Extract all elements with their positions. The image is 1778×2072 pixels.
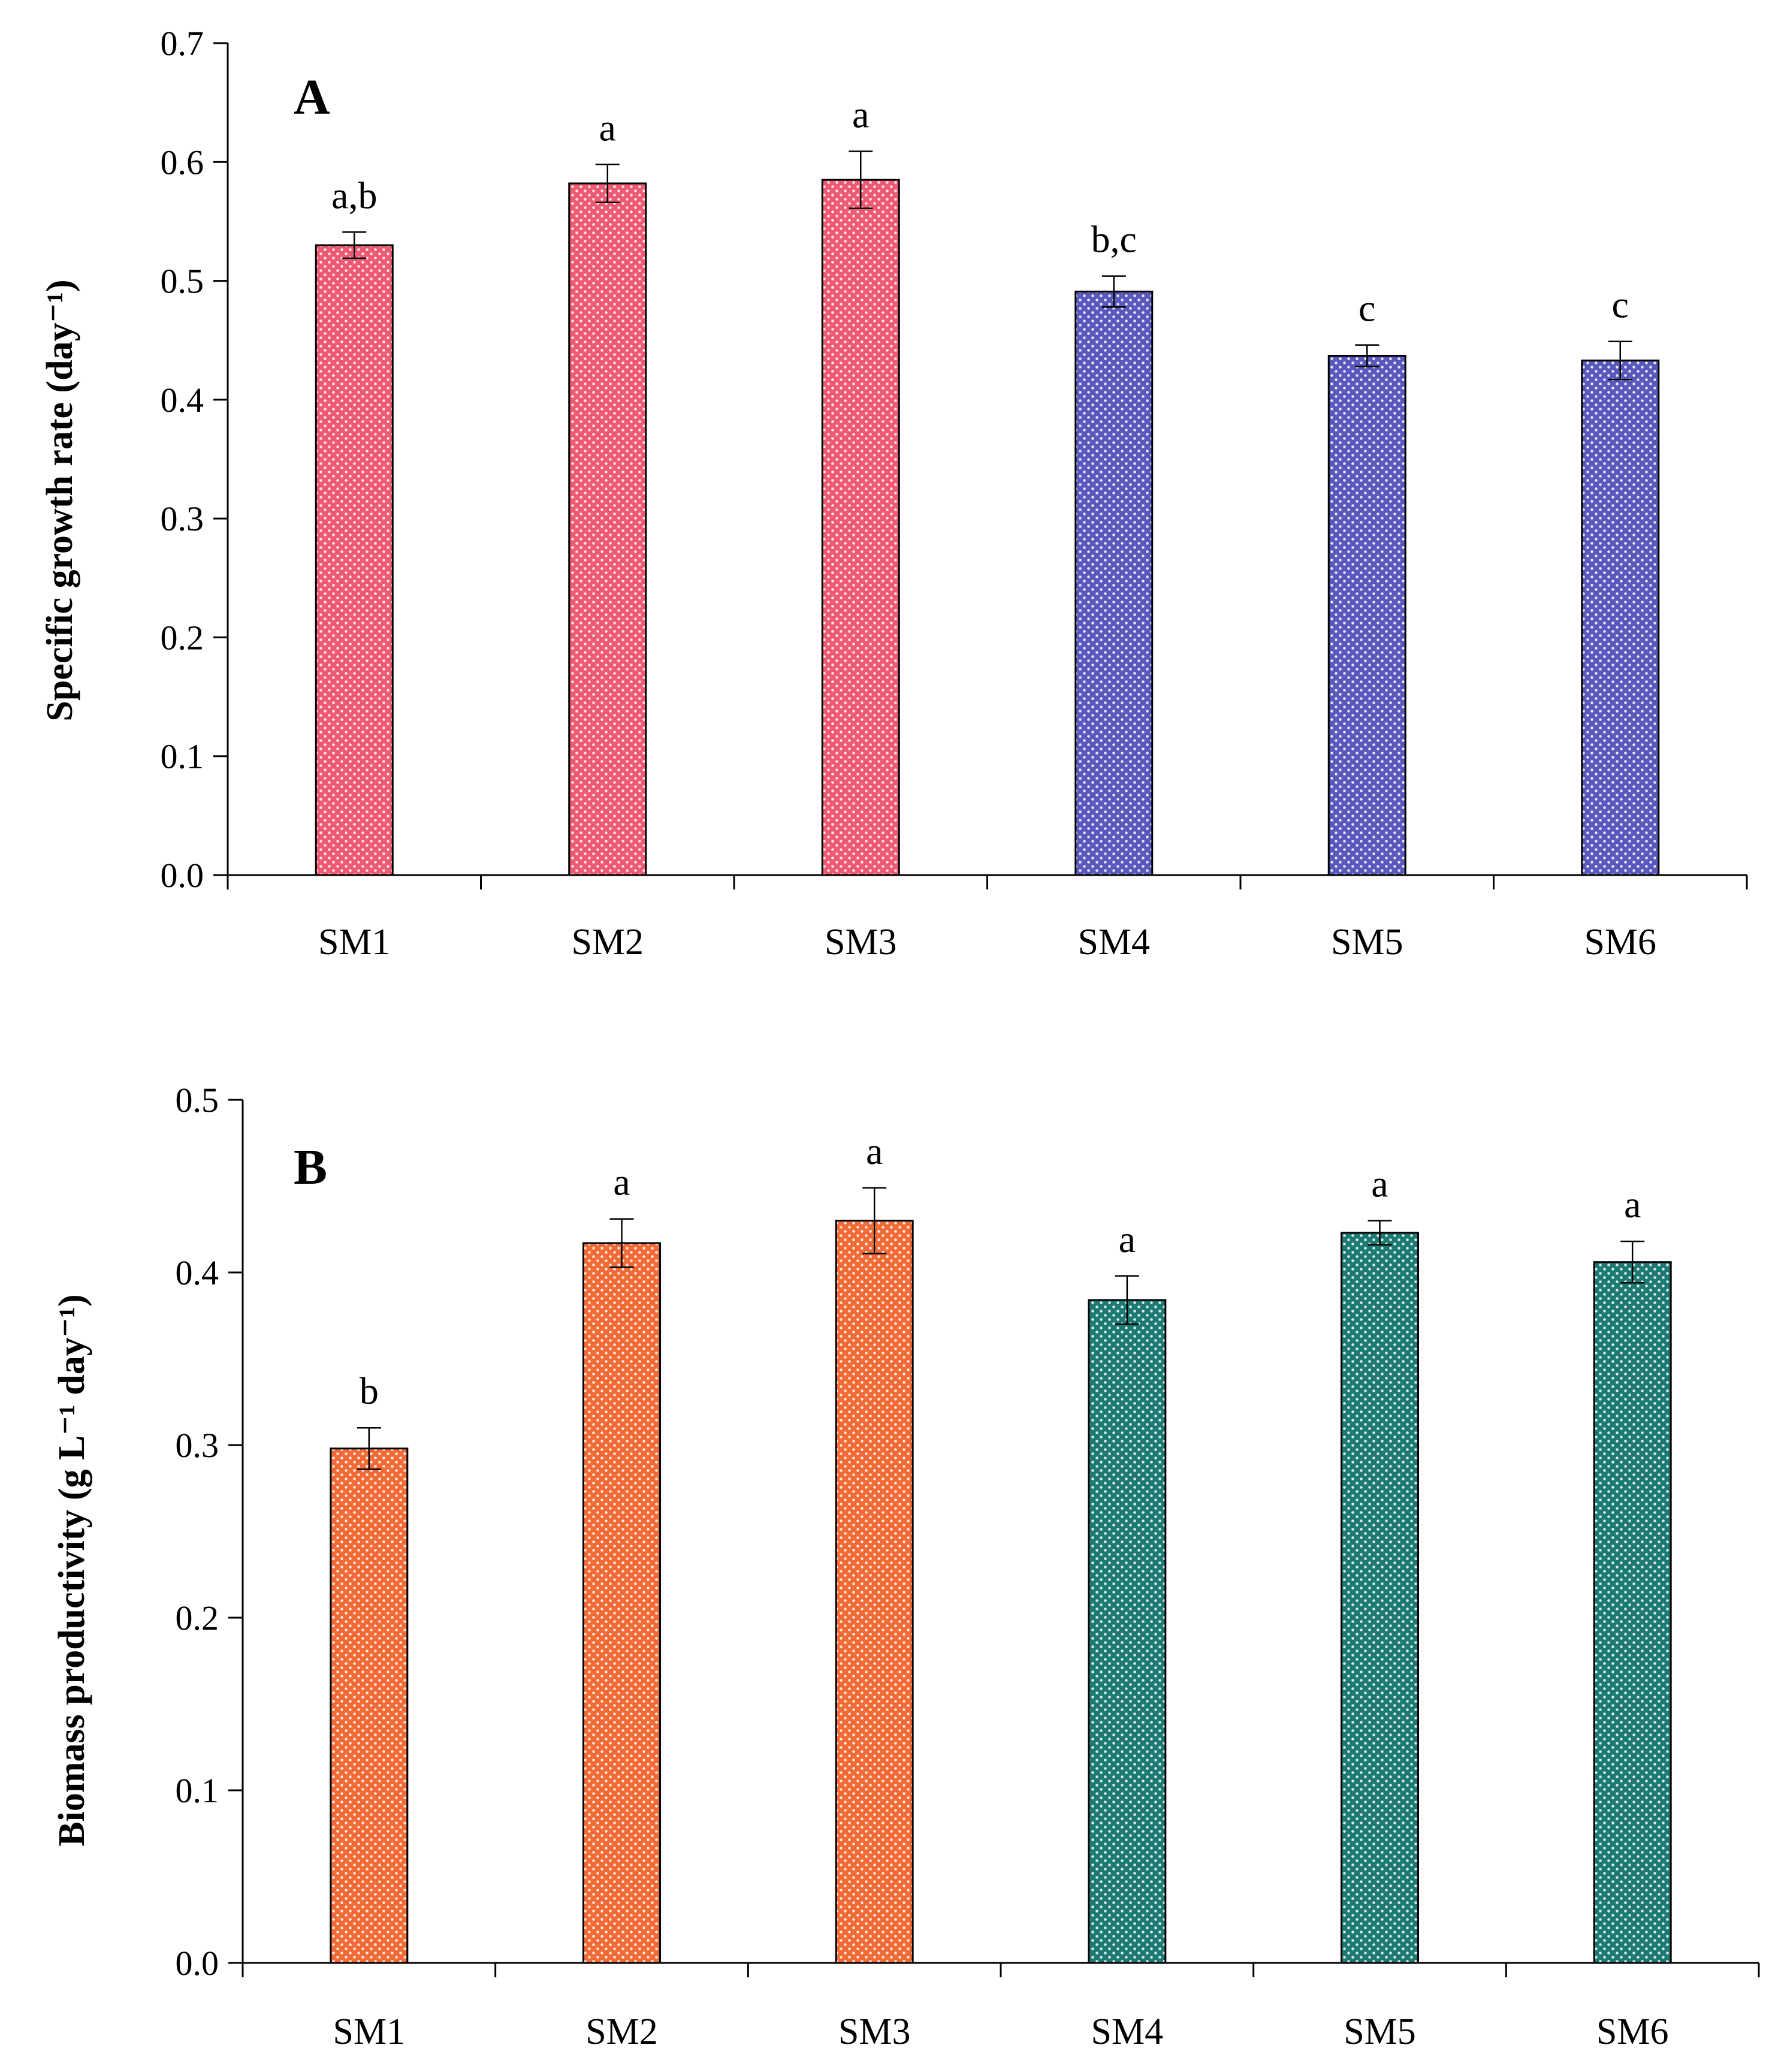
panel-b-y-tick-label: 0.0 [176, 1944, 219, 1983]
significance-label-sm4: a [1119, 1218, 1136, 1260]
significance-label-sm3: a [866, 1130, 883, 1172]
bar-pattern-sm1 [330, 1448, 407, 1963]
panel-b-error-bars [357, 1187, 1645, 1470]
panel-b-y-tick-label: 0.4 [176, 1253, 219, 1292]
panel-b-x-tick-labels: SM1 SM2 SM3 SM4 SM5 SM6 [333, 2011, 1669, 2052]
chart-panel-a: a,ba ab,cc c 0.00.10.20.30.40.50.60.7 SM1 S… [40, 24, 1748, 963]
bar-pattern-sm6 [1594, 1262, 1671, 1963]
panel-a-y-tick-label: 0.6 [161, 143, 204, 182]
panel-a-y-axis-title: Specific growth rate (day⁻¹) [40, 279, 80, 721]
panel-a-significance-labels: a,b a a b,c c c [331, 93, 1629, 329]
error-bar-sm6 [1608, 340, 1632, 381]
x-tick-label-sm6: SM6 [1584, 922, 1656, 963]
bar-sm6 [1581, 359, 1660, 876]
bar-sm1 [315, 244, 394, 876]
bar-pattern-sm6 [1581, 360, 1659, 875]
x-tick-label-sm5: SM5 [1331, 922, 1403, 963]
significance-label-sm2: a [613, 1161, 630, 1204]
panel-b-axes [228, 1099, 1760, 1977]
bar-pattern-sm2 [569, 183, 646, 875]
significance-label-sm5: c [1359, 287, 1375, 330]
panel-a-x-tick-labels: SM1 SM2 SM3 SM4 SM5 SM6 [318, 922, 1656, 963]
panel-b-y-tick-label: 0.2 [176, 1599, 219, 1637]
bar-sm6 [1593, 1261, 1672, 1964]
error-bar-sm6 [1620, 1240, 1645, 1284]
panel-a-axes [213, 42, 1748, 889]
panel-a-y-tick-label: 0.7 [161, 24, 204, 63]
bar-pattern-sm1 [316, 245, 393, 876]
significance-label-sm1: a,b [331, 174, 377, 216]
bar-sm5 [1327, 354, 1406, 876]
error-bar-sm2 [609, 1218, 634, 1268]
significance-label-sm6: a [1624, 1183, 1641, 1226]
significance-label-sm1: b [360, 1370, 379, 1412]
bar-sm4 [1088, 1299, 1167, 1964]
panel-a-bars [315, 179, 1660, 876]
bar-pattern-sm3 [822, 180, 899, 875]
error-bar-sm2 [595, 164, 620, 203]
error-bar-sm5 [1368, 1220, 1392, 1246]
error-bar-sm4 [1115, 1275, 1139, 1325]
panel-b-y-tick-label: 0.5 [176, 1081, 219, 1120]
x-tick-label-sm3: SM3 [838, 2011, 911, 2052]
panel-b-y-tick-label: 0.3 [176, 1426, 219, 1465]
bar-pattern-sm4 [1088, 1300, 1166, 1963]
x-tick-label-sm3: SM3 [825, 922, 897, 963]
significance-label-sm6: c [1612, 283, 1629, 326]
bar-sm4 [1074, 290, 1154, 876]
bar-sm1 [330, 1447, 409, 1964]
x-tick-label-sm6: SM6 [1596, 2011, 1669, 2052]
panel-a-error-bars [342, 150, 1632, 381]
error-bar-sm1 [342, 231, 367, 260]
panel-a-y-tick-label: 0.3 [161, 499, 204, 538]
error-bar-sm3 [849, 150, 873, 209]
x-tick-label-sm1: SM1 [333, 2011, 406, 2052]
error-bar-sm1 [357, 1426, 381, 1470]
x-tick-label-sm2: SM2 [571, 922, 644, 963]
x-tick-label-sm4: SM4 [1091, 2011, 1164, 2052]
bar-pattern-sm2 [583, 1243, 660, 1963]
x-tick-label-sm1: SM1 [318, 922, 391, 963]
bar-pattern-sm3 [836, 1220, 913, 1963]
significance-label-sm4: b,c [1091, 218, 1137, 261]
panel-b-bars [330, 1220, 1672, 1964]
panel-a-y-tick-labels: 0.0 0.1 0.2 0.3 0.4 0.5 0.6 0.7 [161, 24, 204, 895]
panel-a-y-tick-label: 0.5 [161, 262, 204, 301]
panel-a-y-tick-label: 0.0 [161, 856, 204, 895]
bar-sm2 [582, 1242, 661, 1964]
panel-b-label: B [294, 1139, 327, 1195]
error-bar-sm3 [862, 1187, 887, 1254]
bar-pattern-sm5 [1341, 1232, 1418, 1963]
significance-label-sm3: a [852, 93, 869, 135]
bar-sm2 [568, 182, 647, 876]
x-tick-label-sm5: SM5 [1344, 2011, 1416, 2052]
x-tick-label-sm2: SM2 [585, 2011, 658, 2052]
significance-label-sm5: a [1371, 1163, 1388, 1205]
panel-a-y-tick-label: 0.4 [161, 381, 204, 420]
panel-a-y-tick-label: 0.2 [161, 618, 204, 657]
error-bar-sm5 [1355, 344, 1379, 367]
bar-pattern-sm5 [1329, 355, 1406, 875]
error-bar-sm4 [1101, 275, 1126, 308]
significance-label-sm2: a [599, 106, 616, 149]
panel-b-y-tick-labels: 0.0 0.1 0.2 0.3 0.4 0.5 [176, 1081, 219, 1983]
bar-sm5 [1341, 1232, 1419, 1964]
bar-pattern-sm4 [1075, 291, 1152, 876]
panel-a-y-tick-label: 0.1 [161, 737, 204, 776]
x-tick-label-sm4: SM4 [1077, 922, 1150, 963]
bar-sm3 [835, 1220, 914, 1964]
panel-b-y-axis-title: Biomass productivity (g L⁻¹ day⁻¹) [52, 1294, 92, 1846]
panel-b-y-tick-label: 0.1 [176, 1771, 219, 1810]
bar-sm3 [821, 179, 900, 876]
panel-a-label: A [294, 70, 330, 125]
panel-b-significance-labels: b a a a a a [360, 1130, 1641, 1412]
